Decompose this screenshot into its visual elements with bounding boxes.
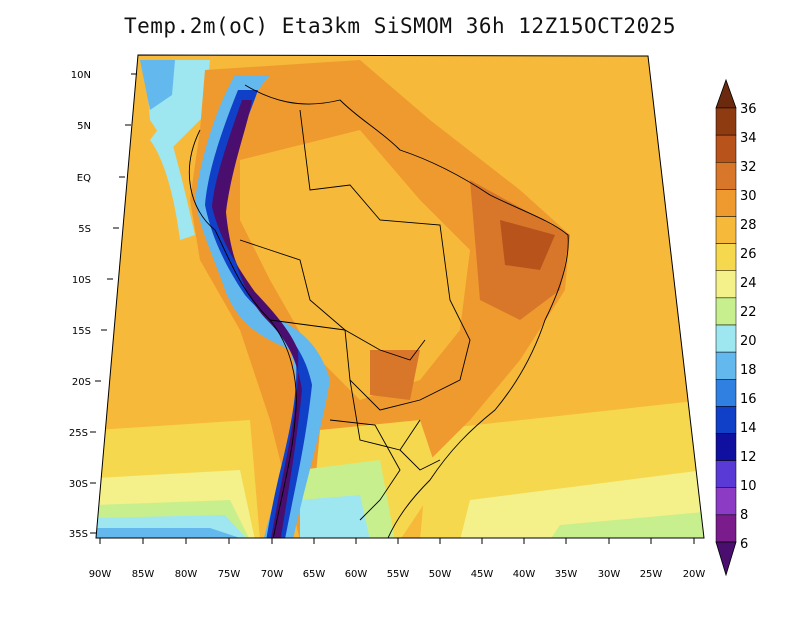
lat-label: 30S (69, 479, 88, 490)
colorbar-box (715, 433, 737, 461)
colorbar-label: 34 (740, 131, 757, 146)
lon-label: 60W (345, 569, 368, 580)
lat-label: 15S (72, 326, 91, 337)
axis-ticks (90, 73, 695, 544)
map-title: Temp.2m(oC) Eta3km SiSMOM 36h 12Z15OCT20… (123, 14, 676, 38)
colorbar-label: 10 (740, 479, 757, 494)
lon-label: 90W (89, 569, 112, 580)
colorbar: 36 34 32 30 28 26 24 22 20 18 16 14 12 1… (715, 78, 757, 577)
colorbar-bottom-arrow (715, 541, 737, 577)
colorbar-box (715, 162, 737, 190)
pacific-cool-tongue (150, 120, 195, 240)
lon-label: 85W (132, 569, 155, 580)
longitude-labels: 90W 85W 80W 75W 70W 65W 60W 55W 50W 45W … (89, 569, 706, 580)
lon-label: 75W (218, 569, 241, 580)
lat-label: 25S (69, 428, 88, 439)
colorbar-label: 22 (740, 305, 757, 320)
colorbar-box (715, 379, 737, 407)
lat-label: 20S (72, 377, 91, 388)
map-domain-border (95, 54, 705, 539)
country-borders (188, 84, 569, 538)
colorbar-label: 26 (740, 247, 757, 262)
colorbar-label: 16 (740, 392, 757, 407)
lon-label: 25W (640, 569, 663, 580)
colorbar-label: 8 (740, 508, 748, 523)
lon-label: 65W (303, 569, 326, 580)
lon-label: 30W (598, 569, 621, 580)
colorbar-label: 30 (740, 189, 757, 204)
colorbar-box (715, 216, 737, 244)
colorbar-box (715, 270, 737, 299)
lon-label: 40W (513, 569, 536, 580)
colorbar-box (715, 189, 737, 217)
colorbar-label: 18 (740, 363, 757, 378)
colorbar-label: 28 (740, 218, 757, 233)
lat-label: EQ (77, 173, 91, 184)
colorbar-box (715, 514, 737, 543)
colorbar-box (715, 243, 737, 272)
temperature-field (96, 55, 704, 538)
colorbar-label: 32 (740, 160, 757, 175)
latitude-labels: 10N 5N EQ 5S 10S 15S 20S 25S 30S 35S (69, 70, 91, 540)
lat-label: 5S (78, 224, 91, 235)
lon-label: 45W (471, 569, 494, 580)
amazon-26-region (240, 130, 470, 400)
lon-label: 35W (555, 569, 578, 580)
colorbar-label: 20 (740, 334, 757, 349)
colorbar-box (715, 351, 737, 380)
colorbar-label: 24 (740, 276, 757, 291)
lat-label: 10S (72, 275, 91, 286)
colorbar-boxes (715, 107, 737, 543)
lon-label: 55W (387, 569, 410, 580)
colorbar-label: 6 (740, 537, 748, 552)
colorbar-box (715, 460, 737, 489)
colorbar-box (715, 134, 737, 163)
colorbar-label: 12 (740, 450, 757, 465)
colorbar-label: 36 (740, 102, 757, 117)
colorbar-box (715, 487, 737, 516)
lon-label: 20W (683, 569, 706, 580)
colorbar-box (715, 406, 737, 434)
lon-label: 80W (175, 569, 198, 580)
lon-label: 50W (429, 569, 452, 580)
lat-label: 35S (69, 529, 88, 540)
colorbar-box (715, 297, 737, 326)
colorbar-top-arrow (715, 78, 737, 109)
lat-label: 10N (71, 70, 91, 81)
colorbar-label: 14 (740, 421, 757, 436)
lat-label: 5N (77, 121, 91, 132)
colorbar-box (715, 324, 737, 353)
lon-label: 70W (261, 569, 284, 580)
colorbar-box (715, 107, 737, 136)
